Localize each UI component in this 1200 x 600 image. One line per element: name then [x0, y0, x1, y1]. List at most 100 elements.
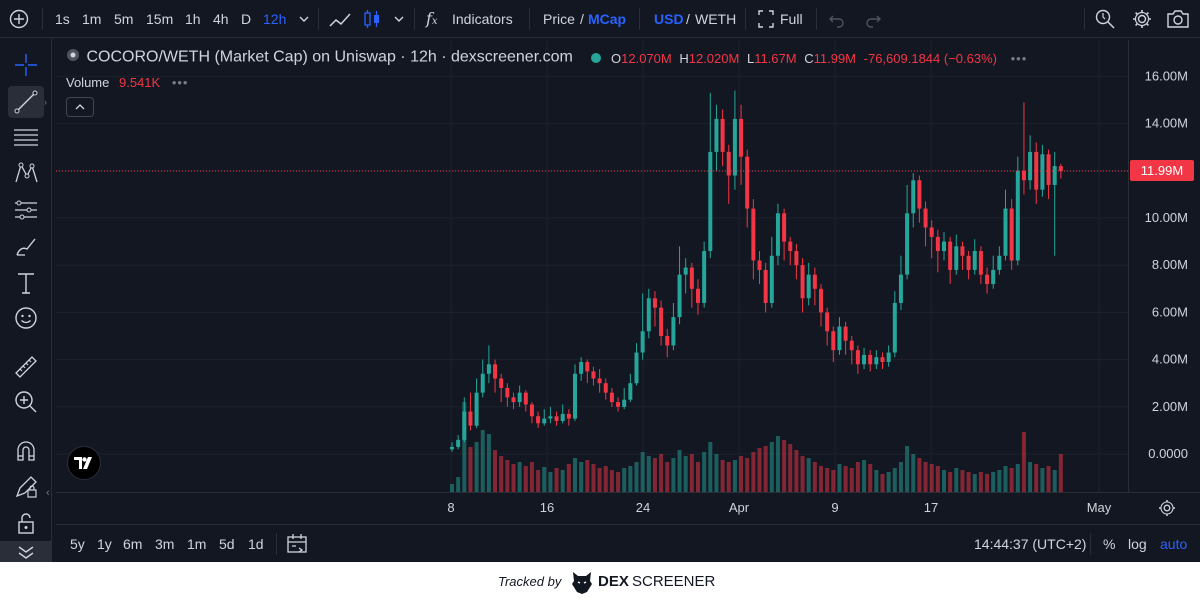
- undo-icon[interactable]: [829, 0, 845, 38]
- forecast-lines-icon[interactable]: [8, 194, 44, 226]
- candle-body: [769, 255, 774, 303]
- line-chart-icon[interactable]: [328, 0, 352, 38]
- candle-body: [1058, 166, 1063, 172]
- volume-bar: [450, 484, 454, 492]
- range-1y[interactable]: 1y: [97, 536, 112, 552]
- time-axis-settings-gear-icon[interactable]: [1158, 499, 1176, 522]
- volume-bar: [554, 468, 559, 492]
- indicators-icon[interactable]: fx: [426, 9, 438, 28]
- symbol-eye-icon[interactable]: [66, 48, 82, 67]
- go-to-date-calendar-icon[interactable]: [287, 525, 307, 563]
- volume-bar: [732, 460, 737, 492]
- candle-body: [456, 439, 461, 447]
- volume-bar: [757, 448, 762, 492]
- range-1d[interactable]: 1d: [248, 536, 264, 552]
- interval-1m[interactable]: 1m: [82, 11, 102, 27]
- ruler-icon[interactable]: [8, 351, 44, 383]
- volume-bar: [1003, 466, 1008, 492]
- interval-1s[interactable]: 1s: [55, 11, 70, 27]
- volume-more-icon[interactable]: •••: [171, 75, 189, 90]
- percent-scale-toggle[interactable]: %: [1103, 536, 1116, 552]
- interval-4h[interactable]: 4h: [213, 11, 229, 27]
- volume-bar: [794, 450, 799, 492]
- weth-toggle[interactable]: WETH: [695, 11, 737, 27]
- range-5d[interactable]: 5d: [219, 536, 235, 552]
- candle-body: [868, 354, 873, 365]
- crosshair-icon[interactable]: [8, 49, 44, 81]
- snapshot-camera-icon[interactable]: [1166, 0, 1190, 38]
- horizontal-lines-icon[interactable]: [8, 121, 44, 153]
- candle-body: [671, 317, 676, 346]
- emoji-icon[interactable]: [8, 302, 44, 334]
- usd-toggle[interactable]: USD: [654, 11, 684, 27]
- trend-line-icon[interactable]: [8, 86, 44, 118]
- fullscreen-button[interactable]: Full: [780, 11, 803, 27]
- dexscreener-footer[interactable]: Tracked by DEX SCREENER: [0, 562, 1200, 600]
- chart-type-chevron-icon[interactable]: [393, 0, 405, 38]
- range-3m[interactable]: 3m: [155, 536, 175, 552]
- candle-body: [825, 312, 830, 332]
- volume-bar: [548, 472, 553, 492]
- price-tick-label: 4.00M: [1152, 352, 1188, 367]
- lock-icon[interactable]: [8, 507, 44, 539]
- fullscreen-icon[interactable]: [758, 0, 774, 38]
- candle-body: [536, 416, 541, 424]
- volume-bar: [597, 468, 602, 492]
- candlestick-chart[interactable]: 16.00M14.00M12.00M10.00M8.00M6.00M4.00M2…: [0, 0, 1200, 524]
- interval-dropdown-chevron-icon[interactable]: [298, 0, 310, 38]
- auto-scale-toggle[interactable]: auto: [1160, 536, 1188, 552]
- collapse-legend-button[interactable]: [66, 97, 94, 117]
- range-1m[interactable]: 1m: [187, 536, 207, 552]
- toolbar-collapse-arrow-icon[interactable]: ‹: [46, 487, 50, 499]
- candle-body: [1028, 151, 1033, 181]
- candle-body: [683, 267, 688, 275]
- candles-chart-icon[interactable]: [363, 0, 381, 38]
- interval-5m[interactable]: 5m: [114, 11, 134, 27]
- volume-bar: [905, 446, 910, 492]
- price-toggle[interactable]: Price: [543, 11, 575, 27]
- more-tools-chevron-icon[interactable]: [0, 541, 52, 563]
- volume-bar: [474, 442, 479, 492]
- candle-body: [517, 392, 522, 403]
- interval-12h[interactable]: 12h: [263, 11, 287, 27]
- volume-bar: [960, 470, 965, 492]
- candle-body: [782, 213, 787, 242]
- zoom-in-icon[interactable]: [8, 386, 44, 418]
- redo-icon[interactable]: [865, 0, 881, 38]
- log-scale-toggle[interactable]: log: [1128, 536, 1147, 552]
- interval-15m[interactable]: 15m: [146, 11, 174, 27]
- volume-bar: [696, 462, 700, 492]
- volume-bar: [775, 436, 780, 492]
- range-5y[interactable]: 5y: [70, 536, 85, 552]
- lock-drawings-icon[interactable]: [8, 471, 44, 503]
- candle-body: [1034, 151, 1039, 190]
- legend-more-icon[interactable]: •••: [1010, 51, 1028, 66]
- interval-D[interactable]: D: [241, 11, 252, 27]
- clock-timezone[interactable]: 14:44:37 (UTC+2): [974, 536, 1087, 552]
- settings-gear-icon[interactable]: [1131, 0, 1153, 38]
- top-toolbar: 1s 1m 5m 15m 1h 4h D 12h fx Indicators P…: [0, 0, 1200, 38]
- quick-search-icon[interactable]: [1094, 0, 1116, 38]
- volume-bar: [837, 464, 842, 492]
- divider: [276, 533, 277, 555]
- text-tool-icon[interactable]: [8, 267, 44, 299]
- candle-body: [603, 383, 608, 393]
- tradingview-logo[interactable]: [67, 446, 101, 480]
- candle-body: [499, 378, 504, 388]
- price-axis: 16.00M14.00M12.00M10.00M8.00M6.00M4.00M2…: [1145, 68, 1188, 461]
- price-tick-label: 0.0000: [1148, 446, 1188, 461]
- toolbar-submenu-arrow-icon[interactable]: ›: [44, 97, 47, 107]
- magnet-icon[interactable]: [8, 435, 44, 467]
- pattern-icon[interactable]: [8, 157, 44, 189]
- mcap-toggle[interactable]: MCap: [588, 11, 627, 27]
- volume-bar: [1009, 468, 1014, 492]
- volume-bar: [892, 468, 897, 492]
- volume-bar: [935, 466, 940, 492]
- interval-1h[interactable]: 1h: [185, 11, 201, 27]
- brush-icon[interactable]: [8, 230, 44, 262]
- volume-bar: [714, 454, 719, 492]
- volume-bar: [708, 442, 713, 492]
- range-6m[interactable]: 6m: [123, 536, 143, 552]
- add-symbol-icon[interactable]: [8, 0, 30, 38]
- indicators-button[interactable]: Indicators: [452, 11, 513, 27]
